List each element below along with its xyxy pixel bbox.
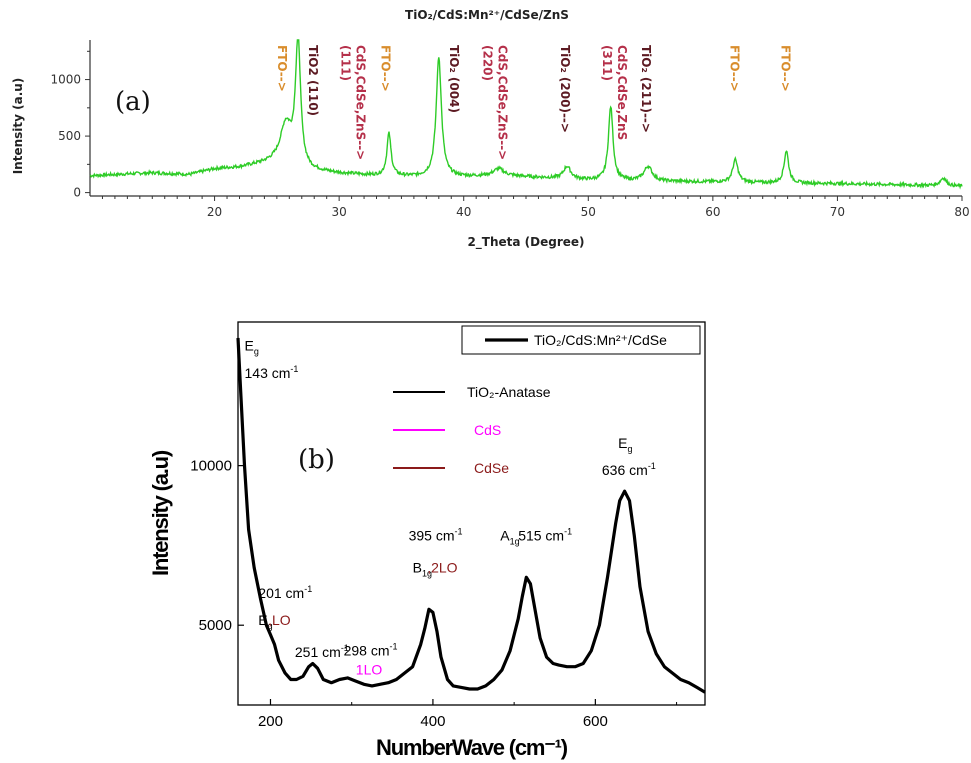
- chart-title: TiO₂/CdS:Mn²⁺/CdSe/ZnS: [405, 8, 569, 22]
- peak-annotation: TiO2 (110): [306, 45, 320, 116]
- peak-annotation: CdS,CdSe,ZnS: [615, 45, 629, 140]
- x-tick-label: 80: [954, 205, 969, 219]
- panel-label: (a): [115, 87, 151, 117]
- peak-annotation: CdS,CdSe,ZnS-->: [496, 45, 510, 160]
- panel-label: (b): [298, 445, 335, 475]
- x-axis-label: 2_Theta (Degree): [467, 235, 584, 250]
- peak-annotation: 143 cm-1: [245, 364, 299, 381]
- peak-annotation: FTO-->: [727, 45, 741, 92]
- x-tick-label: 400: [420, 713, 445, 730]
- peak-annotation: FTO-->: [379, 45, 393, 92]
- peak-annotation: 395 cm-1: [409, 527, 463, 544]
- peak-annotation: FTO-->: [275, 45, 289, 92]
- legend-series-name: TiO₂/CdS:Mn²⁺/CdSe: [534, 332, 667, 348]
- xrd-chart: TiO₂/CdS:Mn²⁺/CdSe/ZnS 20 30 40 50 60 70 80 0 500…: [11, 8, 970, 250]
- x-tick-label: 200: [258, 713, 283, 730]
- raman-series-line: [236, 337, 706, 694]
- x-tick-label: 600: [583, 713, 608, 730]
- y-tick-label: 5000: [199, 617, 232, 634]
- y-axis-label: Intensity (a.u): [148, 450, 173, 576]
- x-tick-label: 50: [581, 205, 596, 219]
- y-tick-label: 0: [73, 186, 81, 200]
- peak-annotation: TiO₂ (200)-->: [558, 45, 572, 133]
- y-axis-label: Intensity (a.u): [11, 78, 25, 175]
- peak-annotation: CdS,CdSe,ZnS-->: [354, 45, 368, 160]
- peak-annotation: 636 cm-1: [602, 461, 656, 478]
- x-tick-label: 20: [207, 205, 222, 219]
- peak-annotation: 201 cm-1: [258, 584, 312, 601]
- y-tick-label: 1000: [50, 73, 81, 87]
- x-tick-label: 70: [830, 205, 845, 219]
- peak-annotation: FTO-->: [778, 45, 792, 92]
- peak-annotation: TiO₂ (004): [447, 45, 461, 113]
- peak-annotation: ,LO: [268, 612, 291, 628]
- peak-annotation: (111): [339, 45, 353, 81]
- plot-frame: [237, 321, 706, 706]
- peak-annotation: Eg: [258, 612, 272, 631]
- x-tick-label: 60: [705, 205, 720, 219]
- xrd-series-line: [89, 39, 963, 190]
- peak-annotation: (220): [481, 45, 495, 81]
- peak-annotation: (311): [600, 45, 614, 81]
- x-axis-label: NumberWave (cm⁻¹): [376, 735, 568, 760]
- legend-entry-label: CdSe: [474, 460, 509, 476]
- peak-annotation: ,2LO: [427, 560, 457, 576]
- peak-annotation: Eg: [618, 435, 632, 454]
- raman-chart: 200 400 600 5000 10000 NumberWave (cm⁻¹) Inten…: [148, 321, 706, 760]
- peak-annotation: 515 cm-1: [518, 527, 572, 544]
- x-tick-label: 30: [332, 205, 347, 219]
- y-tick-label: 500: [58, 129, 81, 143]
- peak-annotation: TiO₂ (211)-->: [639, 45, 653, 133]
- peak-annotation: 1LO: [356, 662, 383, 678]
- legend-entry-label: TiO₂-Anatase: [467, 384, 551, 400]
- peak-annotation: B1g: [413, 560, 432, 579]
- y-tick-label: 10000: [190, 458, 232, 475]
- peak-annotation: 298 cm-1: [344, 642, 398, 659]
- peak-annotation: 251 cm-1: [295, 643, 349, 660]
- legend-entry-label: CdS: [474, 422, 501, 438]
- x-tick-label: 40: [456, 205, 471, 219]
- peak-annotation: A1g: [500, 528, 519, 547]
- peak-annotation: Eg: [245, 338, 259, 357]
